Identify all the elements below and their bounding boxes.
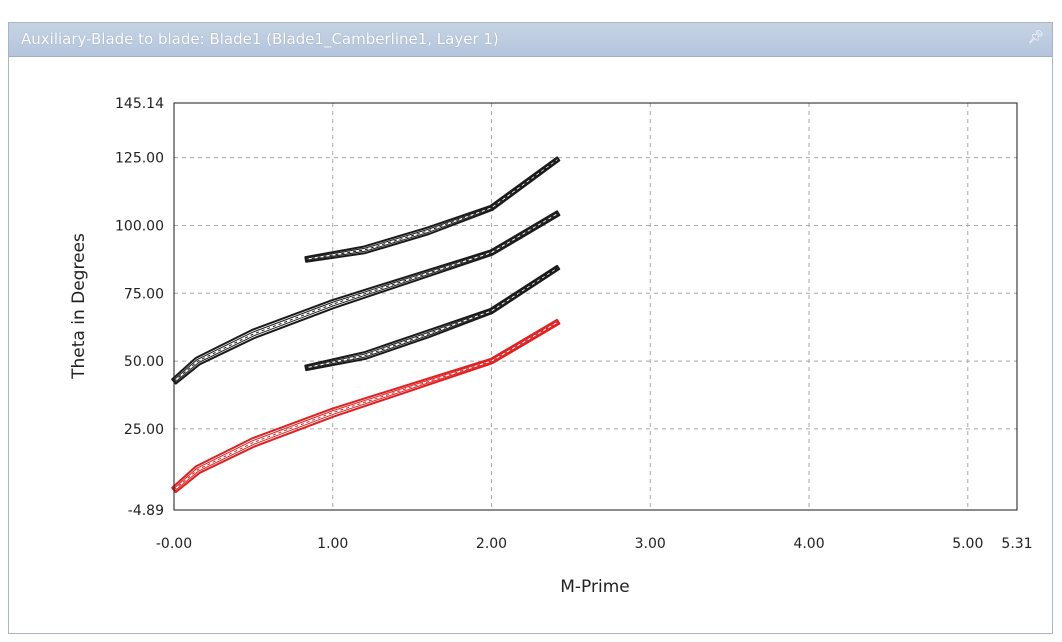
x-tick-label: 1.00 <box>317 536 348 552</box>
x-tick-label: 4.00 <box>793 536 824 552</box>
blade-outline-1 <box>304 156 561 263</box>
x-tick-label: 5.00 <box>952 536 983 552</box>
blade-outline-4 <box>171 318 561 494</box>
blade-outline-3 <box>304 264 561 372</box>
x-axis-title: M-Prime <box>560 577 630 597</box>
blade-outline-2 <box>171 210 561 385</box>
x-tick-label: 2.00 <box>476 536 507 552</box>
panel-title: Auxiliary-Blade to blade: Blade1 (Blade1… <box>21 30 499 48</box>
x-tick-label: 5.31 <box>1001 536 1032 552</box>
blade-inner-outline-4 <box>172 320 560 492</box>
blade-camberline-4 <box>173 321 559 491</box>
blade-to-blade-panel: Auxiliary-Blade to blade: Blade1 (Blade1… <box>8 22 1053 634</box>
blade-inner-outline-1 <box>305 157 560 261</box>
blade-camberline-3 <box>305 267 559 369</box>
y-tick-label: -4.89 <box>128 503 164 519</box>
y-axis-title: Theta in Degrees <box>69 233 89 380</box>
x-tick-label: 3.00 <box>635 536 666 552</box>
y-tick-label: 100.00 <box>115 218 164 234</box>
blade-camberline-2 <box>173 212 559 382</box>
plot-area-frame <box>173 102 1018 511</box>
y-tick-label: 75.00 <box>124 286 164 302</box>
panel-titlebar[interactable]: Auxiliary-Blade to blade: Blade1 (Blade1… <box>9 23 1052 57</box>
x-tick-label: -0.00 <box>156 536 192 552</box>
pin-icon[interactable]: 📌︎ <box>1027 30 1044 45</box>
y-tick-label: 50.00 <box>124 354 164 370</box>
y-tick-label: 125.00 <box>115 151 164 167</box>
blade-camberline-1 <box>305 158 559 260</box>
blade-inner-outline-3 <box>305 266 560 370</box>
y-tick-label: 25.00 <box>124 422 164 438</box>
blade-inner-outline-2 <box>172 211 560 384</box>
y-tick-label: 145.14 <box>115 96 164 112</box>
